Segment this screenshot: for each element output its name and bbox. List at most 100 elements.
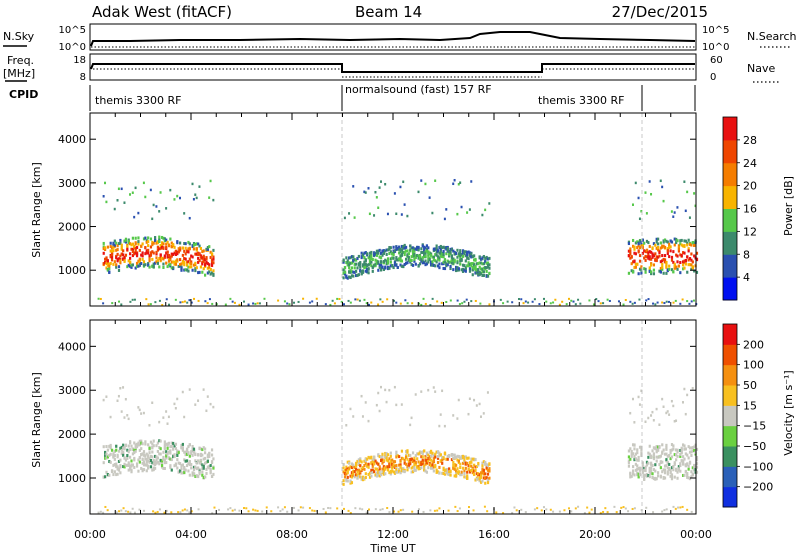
scatter-cell [194, 403, 197, 406]
scatter-cell [461, 461, 465, 465]
scatter-cell [638, 445, 642, 449]
scatter-cell [429, 454, 433, 458]
scatter-cell [331, 299, 334, 302]
scatter-cell [105, 452, 108, 456]
scatter-cell [138, 460, 141, 464]
scatter-cell [149, 465, 153, 469]
scatter-cell [201, 262, 204, 266]
scatter-cell [195, 242, 198, 246]
scatter-cell [123, 255, 126, 259]
scatter-cell [212, 457, 215, 461]
scatter-cell [115, 248, 118, 252]
scatter-cell [179, 241, 182, 245]
scatter-cell [622, 506, 625, 509]
scatter-cell [634, 452, 637, 456]
scatter-cell [180, 446, 183, 450]
scatter-cell [212, 472, 215, 476]
scatter-cell [120, 247, 123, 251]
scatter-cell [202, 476, 205, 480]
scatter-cell [435, 468, 438, 472]
scatter-cell [206, 247, 209, 251]
scatter-cell [151, 442, 154, 446]
scatter-cell [187, 269, 190, 273]
scatter-cell [446, 259, 449, 263]
scatter-cell [631, 443, 635, 447]
scatter-cell [673, 264, 676, 268]
scatter-cell [367, 271, 370, 275]
scatter-cell [634, 462, 637, 466]
scatter-cell [375, 196, 378, 199]
scatter-cell [149, 188, 152, 192]
scatter-cell [438, 507, 441, 510]
scatter-cell [367, 465, 370, 469]
colorbar-swatch [723, 139, 737, 164]
scatter-cell [379, 473, 383, 477]
scatter-cell [650, 414, 653, 417]
scatter-cell [416, 247, 419, 251]
scatter-cell [147, 454, 150, 458]
scatter-cell [211, 302, 214, 305]
scatter-cell [395, 464, 398, 468]
scatter-cell [652, 468, 656, 472]
scatter-cell [204, 300, 207, 303]
scatter-cell [364, 401, 367, 404]
scatter-cell [410, 258, 413, 262]
scatter-cell [381, 454, 384, 458]
scatter-cell [181, 509, 184, 512]
scatter-cell [170, 260, 173, 264]
scatter-cell [122, 453, 125, 457]
scatter-cell [173, 198, 176, 201]
scatter-cell [482, 468, 485, 472]
scatter-cell [683, 457, 686, 461]
scatter-cell [124, 510, 127, 513]
scatter-cell [470, 300, 473, 303]
scatter-cell [192, 447, 196, 451]
scatter-cell [661, 265, 664, 269]
scatter-cell [363, 459, 366, 463]
scatter-cell [407, 460, 410, 464]
scatter-cell [665, 446, 668, 450]
scatter-cell [641, 251, 644, 255]
scatter-cell [368, 508, 371, 511]
scatter-cell [366, 252, 369, 256]
scatter-cell [633, 245, 636, 249]
scatter-cell [641, 461, 644, 465]
scatter-cell [638, 239, 642, 243]
scatter-cell [201, 260, 204, 264]
scatter-cell [466, 264, 469, 268]
scatter-cell [361, 478, 365, 482]
scatter-cell [159, 244, 162, 248]
scatter-cell [142, 181, 145, 185]
scatter-cell [670, 455, 674, 459]
scatter-cell [110, 249, 114, 253]
scatter-cell [681, 443, 685, 447]
scatter-cell [198, 259, 201, 263]
scatter-cell [434, 390, 437, 393]
scatter-cell [395, 212, 398, 216]
scatter-cell [413, 458, 416, 462]
scatter-cell [345, 472, 348, 476]
scatter-cell [427, 459, 430, 463]
scatter-cell [151, 450, 154, 454]
scatter-cell [165, 456, 168, 460]
scatter-cell [145, 463, 148, 467]
scatter-cell [456, 261, 459, 265]
scatter-cell [375, 259, 379, 263]
scatter-cell [109, 244, 112, 248]
scatter-cell [488, 266, 491, 270]
scatter-cell [406, 457, 409, 461]
scatter-cell [382, 251, 385, 255]
scatter-cell [377, 473, 380, 477]
scatter-cell [173, 453, 176, 457]
scatter-cell [384, 249, 387, 253]
scatter-cell [122, 446, 125, 450]
scatter-cell [662, 468, 665, 472]
scatter-cell [392, 249, 395, 253]
scatter-cell [342, 463, 345, 467]
scatter-cell [470, 469, 473, 473]
scatter-cell [471, 268, 474, 272]
scatter-cell [482, 476, 485, 480]
scatter-cell [148, 460, 151, 464]
scatter-cell [396, 454, 399, 458]
